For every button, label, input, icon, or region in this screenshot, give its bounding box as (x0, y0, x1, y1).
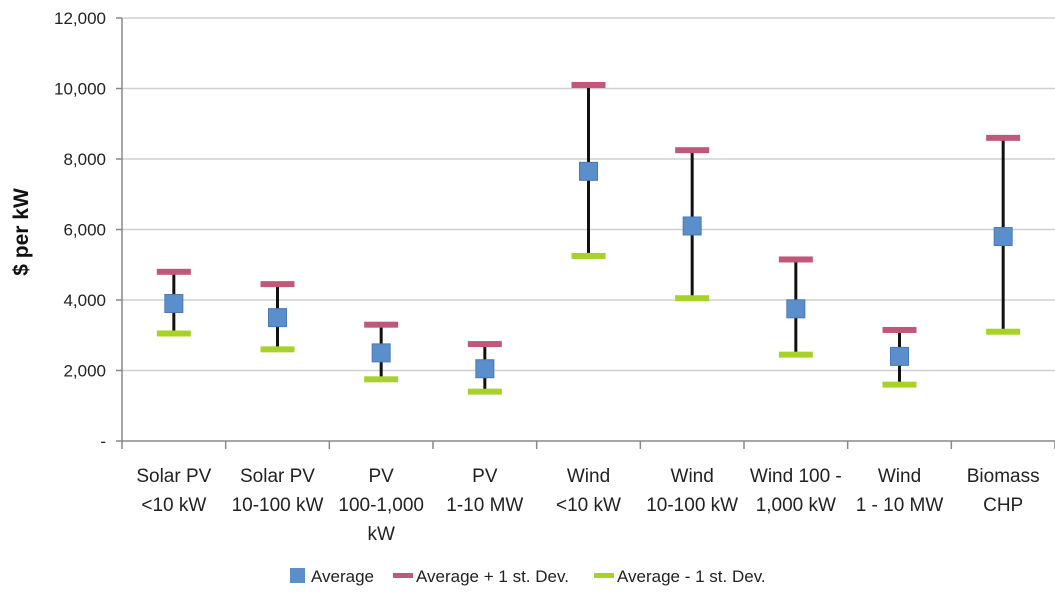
x-category-label-line: 10-100 kW (232, 495, 324, 516)
lower-dev-marker (364, 376, 398, 382)
legend-label: Average - 1 st. Dev. (617, 567, 766, 586)
x-category-label-line: 1,000 kW (756, 495, 836, 516)
x-category-label-line: Solar PV (240, 466, 315, 487)
error-bars (174, 85, 1003, 392)
lower-dev-marker (883, 382, 917, 388)
x-category-label: Solar PV <10 kW (136, 466, 211, 516)
average-marker (994, 228, 1012, 246)
x-category-label-line: PV (472, 466, 498, 487)
upper-dev-marker (157, 269, 191, 275)
upper-dev-marker (883, 327, 917, 333)
x-category-label: PV 1-10 MW (446, 466, 523, 516)
y-tick-label: 4,000 (63, 291, 106, 310)
x-category-label-line: Solar PV (136, 466, 211, 487)
upper-dev-marker (572, 82, 606, 88)
upper-dev-marker (468, 341, 502, 347)
x-category-label: Wind 1 - 10 MW (856, 466, 944, 516)
upper-dev-marker (986, 135, 1020, 141)
lower-dev-marker (157, 330, 191, 336)
y-tick-label: 2,000 (63, 362, 106, 381)
y-tick-label: - (100, 432, 106, 451)
average-marker (165, 295, 183, 313)
upper-dev-marker (261, 281, 295, 287)
x-category-label-line: kW (367, 524, 395, 545)
average-marker (787, 300, 805, 318)
average-marker (372, 344, 390, 362)
x-category-label-line: Wind (671, 466, 714, 487)
x-category-label: Solar PV 10-100 kW (232, 466, 324, 516)
y-tick-label: 8,000 (63, 150, 106, 169)
x-category-label-line: 1-10 MW (446, 495, 523, 516)
lower-dev-marker (468, 389, 502, 395)
x-category-label-line: 10-100 kW (646, 495, 738, 516)
legend-label: Average + 1 st. Dev. (416, 567, 569, 586)
upper-dev-marker (779, 256, 813, 262)
y-tick-label: 10,000 (54, 80, 106, 99)
legend: Average Average + 1 st. Dev. Average - 1 s… (290, 567, 766, 586)
x-category-labels: Solar PV <10 kW Solar PV 10-100 kW PV 100-1,0… (136, 466, 1039, 545)
x-category-label-line: <10 kW (141, 495, 206, 516)
average-marker (269, 309, 287, 327)
upper-dev-marker (675, 147, 709, 153)
average-marker (683, 217, 701, 235)
x-category-label-line: Wind (567, 466, 610, 487)
x-category-label-line: Wind 100 - (750, 466, 842, 487)
upper-dev-marker (364, 322, 398, 328)
lower-dev-marker (779, 352, 813, 358)
lower-dev-marker (986, 329, 1020, 335)
legend-swatch-upper (393, 573, 413, 578)
x-category-label-line: Wind (878, 466, 921, 487)
y-tick-label: 6,000 (63, 221, 106, 240)
average-marker (476, 360, 494, 378)
x-category-label: Wind 100 - 1,000 kW (750, 466, 842, 516)
y-axis-title: $ per kW (10, 188, 33, 276)
average-marker (891, 347, 909, 365)
y-tick-label: 12,000 (54, 9, 106, 28)
x-category-label-line: PV (368, 466, 394, 487)
x-category-label: Wind 10-100 kW (646, 466, 738, 516)
lower-dev-marker (572, 253, 606, 259)
x-category-label: PV 100-1,000 kW (338, 466, 424, 545)
x-category-label: Biomass CHP (967, 466, 1040, 516)
legend-swatch-average (290, 568, 305, 583)
legend-label: Average (311, 567, 374, 586)
x-category-label: Wind <10 kW (556, 466, 621, 516)
x-category-label-line: CHP (983, 495, 1023, 516)
x-category-label-line: 1 - 10 MW (856, 495, 944, 516)
average-marker (580, 162, 598, 180)
x-category-label-line: 100-1,000 (338, 495, 424, 516)
x-category-label-line: Biomass (967, 466, 1040, 487)
lower-dev-marker (675, 295, 709, 301)
legend-swatch-lower (594, 573, 614, 578)
y-tick-labels: - 2,000 4,000 6,000 8,000 10,000 12,000 (54, 9, 106, 451)
lower-dev-marker (261, 346, 295, 352)
x-category-label-line: <10 kW (556, 495, 621, 516)
